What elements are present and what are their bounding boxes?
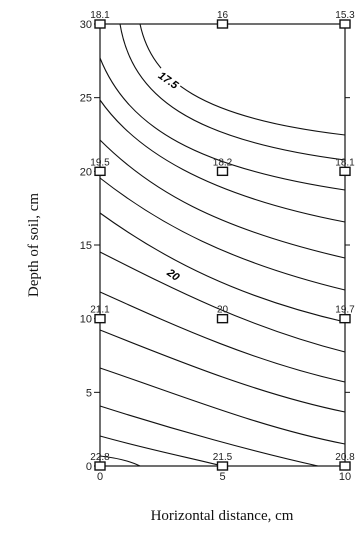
sample-point-label: 18.1 [335,157,355,168]
sample-point-marker [339,461,351,471]
sample-point-marker [339,166,351,177]
contour-line [99,455,141,467]
sample-point-label: 22.8 [90,452,110,463]
sample-point-marker [216,166,229,177]
plot-frame [99,23,346,467]
sample-point-marker [216,461,229,471]
contour-line [139,23,346,136]
sample-point-label: 16 [217,10,229,21]
sample-point-marker [94,19,106,29]
contour-line [99,139,346,259]
contour-line [99,367,346,445]
contour-line [119,23,346,161]
sample-point-label: 20.8 [335,452,355,463]
contour-line [99,405,319,467]
sample-point-marker [339,19,351,29]
sample-point-label: 21.1 [90,305,110,316]
contour-line [99,251,346,353]
sample-point-label: 21.5 [213,452,233,463]
sample-point-marker [94,313,106,324]
sample-point-label: 19.7 [335,305,355,316]
y-tick-label: 20 [80,166,92,178]
sample-point-marker [94,166,106,177]
contour-line [99,57,346,191]
sample-point-marker [339,313,351,324]
y-tick-label: 10 [80,314,92,326]
contour-line [99,99,346,223]
y-axis-title: Depth of soil, cm [26,193,42,297]
x-tick-label: 5 [219,471,225,483]
y-tick-label: 0 [86,461,92,473]
sample-points: 18.1 16 15.3 19.5 18.2 18.1 21.1 20 19.7 22.8 21.5… [90,10,355,471]
contour-line [99,177,346,291]
sample-point-label: 20 [217,305,229,316]
contour-line [99,291,346,383]
contour-line [99,212,346,323]
contour-label-bg [154,65,184,93]
y-tick-label: 5 [86,387,92,399]
y-tick-label: 15 [80,240,92,252]
contour-line [99,329,346,413]
sample-point-label: 18.1 [90,10,110,21]
contour-labels: 17.520 [154,65,189,287]
sample-point-marker [216,19,229,29]
x-tick-label: 10 [339,471,351,483]
x-axis-title: Horizontal distance, cm [151,508,294,524]
sample-point-label: 19.5 [90,157,110,168]
x-tick-label: 0 [97,471,103,483]
sample-point-label: 15.3 [335,10,355,21]
contour-lines [99,23,346,467]
contour-line [99,435,223,467]
y-tick-label: 25 [80,93,92,105]
axis-ticks: 0 5 10 15 20 25 30 0 5 10 [80,19,351,483]
sample-point-marker [216,313,229,324]
sample-point-label: 18.2 [213,157,233,168]
contour-label-bg [159,260,189,287]
sample-point-marker [94,461,106,471]
y-tick-label: 30 [80,19,92,31]
